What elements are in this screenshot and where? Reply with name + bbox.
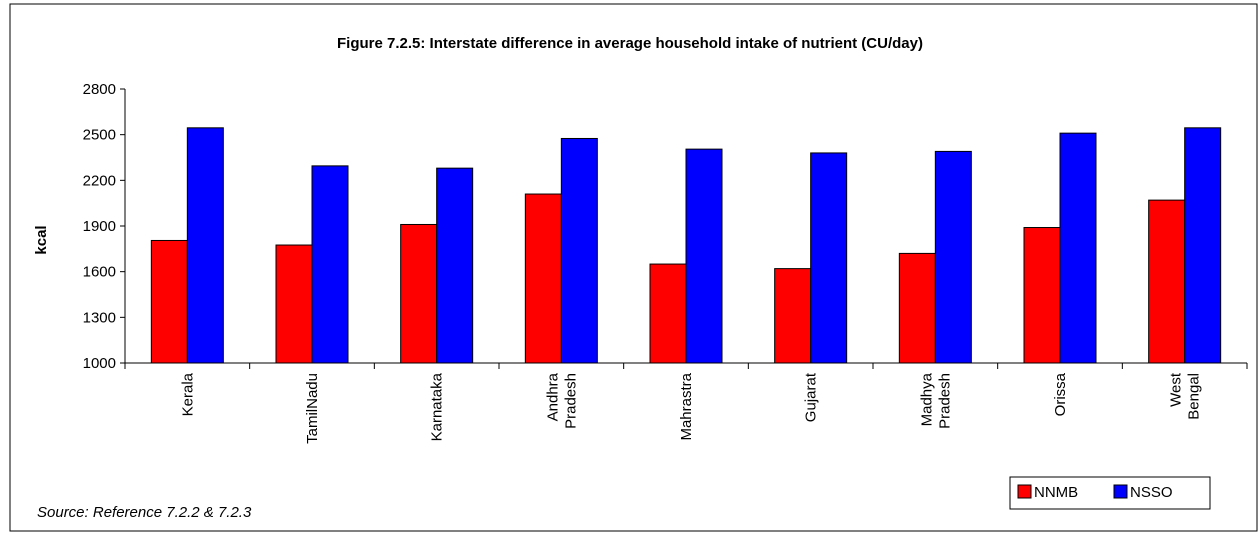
bars-group: [150, 127, 1222, 364]
y-tick-label: 2200: [83, 172, 116, 189]
y-axis-ticks: 1000 1300 1600 1900 2200 2500 2800: [83, 81, 125, 372]
bar-nnmb: [774, 268, 812, 364]
x-tick-label: Bengal: [1186, 373, 1203, 420]
chart-title: Figure 7.2.5: Interstate difference in a…: [337, 35, 923, 52]
y-tick-label: 1000: [83, 355, 116, 372]
x-tick-label: West: [1168, 372, 1185, 407]
y-axis-label: kcal: [33, 225, 50, 254]
y-tick-label: 1900: [83, 218, 116, 235]
bar-nsso: [311, 165, 349, 364]
bar-nsso: [186, 127, 224, 364]
bar-nsso: [685, 148, 723, 364]
bar-nsso: [560, 137, 598, 364]
source-note: Source: Reference 7.2.2 & 7.2.3: [37, 504, 252, 521]
x-tick-label: Pradesh: [936, 373, 953, 429]
legend: NNMB NSSO: [1009, 476, 1211, 510]
bar-nnmb: [275, 244, 313, 364]
bar-nsso: [1059, 132, 1097, 364]
bar-nnmb: [150, 239, 188, 364]
x-tick-label: Kerala: [179, 372, 196, 416]
bar-nnmb: [1023, 227, 1061, 364]
x-tick-label: Madhya: [918, 372, 935, 426]
y-tick-label: 1300: [83, 309, 116, 326]
legend-swatch-nsso: [1113, 484, 1128, 499]
x-tick-label: Andhra: [544, 372, 561, 421]
bar-nnmb: [649, 263, 687, 364]
legend-label-nnmb: NNMB: [1034, 484, 1078, 501]
bar-nnmb: [400, 223, 438, 364]
bar-nnmb: [1148, 199, 1186, 364]
x-tick-label: Pradesh: [562, 373, 579, 429]
x-tick-label: TamilNadu: [304, 373, 321, 444]
bar-nsso: [436, 167, 474, 364]
x-tick-label: Gujarat: [803, 372, 820, 422]
x-tick-label: Orissa: [1052, 372, 1069, 416]
bar-nnmb: [898, 252, 936, 364]
bar-nsso: [810, 152, 848, 364]
x-tick-label: Mahrastra: [678, 372, 695, 440]
bar-nnmb: [524, 193, 562, 364]
legend-label-nsso: NSSO: [1130, 484, 1173, 501]
y-tick-label: 2500: [83, 127, 116, 144]
x-axis-labels: Kerala TamilNadu Karnataka Andhra Pradesh Mah…: [124, 363, 1248, 444]
legend-box: [1009, 476, 1211, 510]
bar-nsso: [934, 150, 972, 364]
legend-swatch-nnmb: [1017, 484, 1032, 499]
y-tick-label: 2800: [83, 81, 116, 98]
y-tick-label: 1600: [83, 264, 116, 281]
x-tick-label: Karnataka: [429, 372, 446, 441]
bar-nsso: [1184, 127, 1222, 364]
